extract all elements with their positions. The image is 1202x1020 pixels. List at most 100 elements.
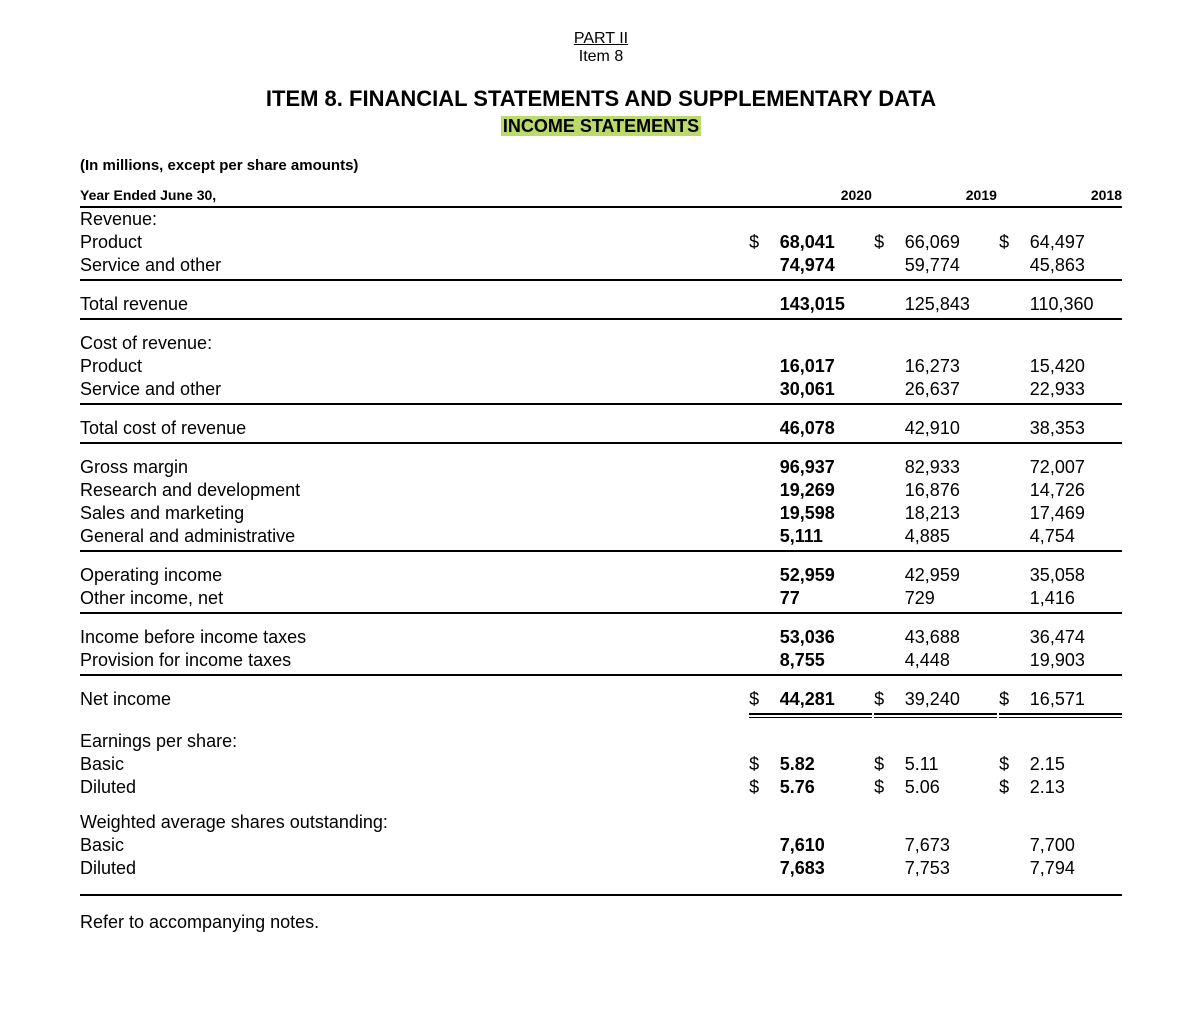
value-2019: 26,637 — [905, 378, 997, 401]
revenue-heading: Revenue: — [80, 207, 749, 231]
row-label: Total revenue — [80, 293, 749, 316]
part-label: PART II — [80, 30, 1122, 48]
revenue-service-row: Service and other 74,974 59,774 45,863 — [80, 254, 1122, 277]
value-2020: 68,041 — [780, 231, 872, 254]
units-note: (In millions, except per share amounts) — [80, 157, 1122, 174]
row-label: Basic — [80, 753, 749, 776]
value-2019: 7,673 — [905, 834, 997, 857]
value-2019: 66,069 — [905, 231, 997, 254]
dollar-sign: $ — [874, 231, 905, 254]
row-label: Diluted — [80, 857, 749, 880]
row-label: Gross margin — [80, 456, 749, 479]
value-2020: 74,974 — [780, 254, 872, 277]
revenue-total-row: Total revenue 143,015 125,843 110,360 — [80, 293, 1122, 316]
year-ended-label: Year Ended June 30, — [80, 186, 749, 204]
value-2019: 16,876 — [905, 479, 997, 502]
row-label: Sales and marketing — [80, 502, 749, 525]
provision-row: Provision for income taxes 8,755 4,448 1… — [80, 649, 1122, 672]
value-2018: 14,726 — [1030, 479, 1122, 502]
shares-heading-row: Weighted average shares outstanding: — [80, 811, 1122, 834]
value-2019: 4,885 — [905, 525, 997, 548]
value-2020: 96,937 — [780, 456, 872, 479]
value-2020: 30,061 — [780, 378, 872, 401]
value-2019: 43,688 — [905, 626, 997, 649]
value-2020: 5.76 — [780, 776, 872, 799]
row-label: Income before income taxes — [80, 626, 749, 649]
year-header-row: Year Ended June 30, 2020 2019 2018 — [80, 186, 1122, 204]
shares-heading: Weighted average shares outstanding: — [80, 811, 749, 834]
value-2019: 42,910 — [905, 417, 997, 440]
value-2019: 125,843 — [905, 293, 997, 316]
value-2019: 5.06 — [905, 776, 997, 799]
eps-heading: Earnings per share: — [80, 730, 749, 753]
value-2020: 7,683 — [780, 857, 872, 880]
value-2018: 64,497 — [1030, 231, 1122, 254]
dollar-sign: $ — [874, 753, 905, 776]
eps-heading-row: Earnings per share: — [80, 730, 1122, 753]
item-label: Item 8 — [80, 48, 1122, 66]
dollar-sign: $ — [999, 776, 1030, 799]
value-2019: 16,273 — [905, 355, 997, 378]
value-2018: 19,903 — [1030, 649, 1122, 672]
row-label: Provision for income taxes — [80, 649, 749, 672]
other-income-row: Other income, net 77 729 1,416 — [80, 587, 1122, 610]
value-2019: 5.11 — [905, 753, 997, 776]
value-2018: 1,416 — [1030, 587, 1122, 610]
row-label: Research and development — [80, 479, 749, 502]
shares-basic-row: Basic 7,610 7,673 7,700 — [80, 834, 1122, 857]
dollar-sign: $ — [749, 231, 780, 254]
value-2019: 7,753 — [905, 857, 997, 880]
row-label: Net income — [80, 688, 749, 711]
dollar-sign: $ — [749, 688, 780, 711]
value-2018: 16,571 — [1030, 688, 1122, 711]
rd-row: Research and development 19,269 16,876 1… — [80, 479, 1122, 502]
value-2019: 729 — [905, 587, 997, 610]
row-label: Total cost of revenue — [80, 417, 749, 440]
value-2018: 2.15 — [1030, 753, 1122, 776]
value-2019: 18,213 — [905, 502, 997, 525]
row-label: Basic — [80, 834, 749, 857]
sm-row: Sales and marketing 19,598 18,213 17,469 — [80, 502, 1122, 525]
value-2020: 143,015 — [780, 293, 872, 316]
revenue-product-row: Product $ 68,041 $ 66,069 $ 64,497 — [80, 231, 1122, 254]
value-2018: 36,474 — [1030, 626, 1122, 649]
sub-title-wrap: INCOME STATEMENTS — [80, 116, 1122, 137]
cost-heading-row: Cost of revenue: — [80, 332, 1122, 355]
value-2020: 44,281 — [780, 688, 872, 711]
gross-margin-row: Gross margin 96,937 82,933 72,007 — [80, 456, 1122, 479]
row-label: Product — [80, 231, 749, 254]
dollar-sign: $ — [749, 753, 780, 776]
value-2019: 4,448 — [905, 649, 997, 672]
value-2018: 17,469 — [1030, 502, 1122, 525]
row-label: Operating income — [80, 564, 749, 587]
value-2019: 42,959 — [905, 564, 997, 587]
value-2018: 7,794 — [1030, 857, 1122, 880]
cost-product-row: Product 16,017 16,273 15,420 — [80, 355, 1122, 378]
dollar-sign: $ — [874, 688, 905, 711]
value-2020: 77 — [780, 587, 872, 610]
value-2020: 5.82 — [780, 753, 872, 776]
cost-heading: Cost of revenue: — [80, 332, 749, 355]
main-title: ITEM 8. FINANCIAL STATEMENTS AND SUPPLEM… — [80, 86, 1122, 112]
col-year-2020: 2020 — [780, 186, 872, 204]
value-2020: 46,078 — [780, 417, 872, 440]
notes-reference: Refer to accompanying notes. — [80, 912, 1122, 933]
row-label: Diluted — [80, 776, 749, 799]
dollar-sign: $ — [999, 231, 1030, 254]
row-label: Product — [80, 355, 749, 378]
value-2018: 7,700 — [1030, 834, 1122, 857]
row-label: Service and other — [80, 378, 749, 401]
dollar-sign: $ — [749, 776, 780, 799]
eps-diluted-row: Diluted $ 5.76 $ 5.06 $ 2.13 — [80, 776, 1122, 799]
value-2019: 59,774 — [905, 254, 997, 277]
value-2018: 110,360 — [1030, 293, 1122, 316]
cost-service-row: Service and other 30,061 26,637 22,933 — [80, 378, 1122, 401]
document-header: PART II Item 8 — [80, 30, 1122, 66]
value-2019: 82,933 — [905, 456, 997, 479]
eps-basic-row: Basic $ 5.82 $ 5.11 $ 2.15 — [80, 753, 1122, 776]
value-2018: 2.13 — [1030, 776, 1122, 799]
shares-diluted-row: Diluted 7,683 7,753 7,794 — [80, 857, 1122, 880]
row-label: Other income, net — [80, 587, 749, 610]
value-2020: 7,610 — [780, 834, 872, 857]
value-2018: 72,007 — [1030, 456, 1122, 479]
